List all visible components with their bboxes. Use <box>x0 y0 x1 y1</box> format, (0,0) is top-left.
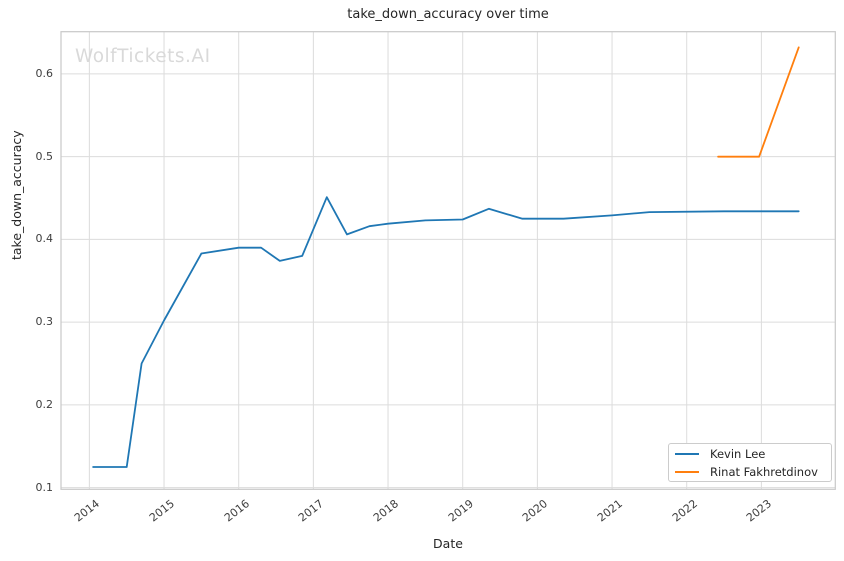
y-tick-label: 0.6 <box>35 66 54 80</box>
chart-title: take_down_accuracy over time <box>347 7 549 22</box>
legend-item: Rinat Fakhretdinov <box>675 464 825 479</box>
y-tick-label: 0.3 <box>35 315 54 329</box>
legend-line-swatch <box>675 470 699 473</box>
watermark: WolfTickets.AI <box>75 46 211 67</box>
legend: Kevin Lee Rinat Fakhretdinov <box>668 443 832 482</box>
plot-border <box>60 31 836 490</box>
y-tick-label: 0.5 <box>35 149 54 163</box>
legend-line-swatch <box>675 452 699 455</box>
series-line-rinat-fakhretdinov <box>717 46 800 158</box>
x-axis-label: Date <box>433 536 463 551</box>
y-tick-label: 0.4 <box>35 232 54 246</box>
legend-label: Kevin Lee <box>710 446 766 461</box>
legend-item: Kevin Lee <box>675 446 825 461</box>
series-line-kevin-lee <box>92 196 800 468</box>
legend-label: Rinat Fakhretdinov <box>710 464 818 479</box>
y-tick-label: 0.2 <box>35 397 54 411</box>
y-tick-label: 0.1 <box>35 480 54 494</box>
